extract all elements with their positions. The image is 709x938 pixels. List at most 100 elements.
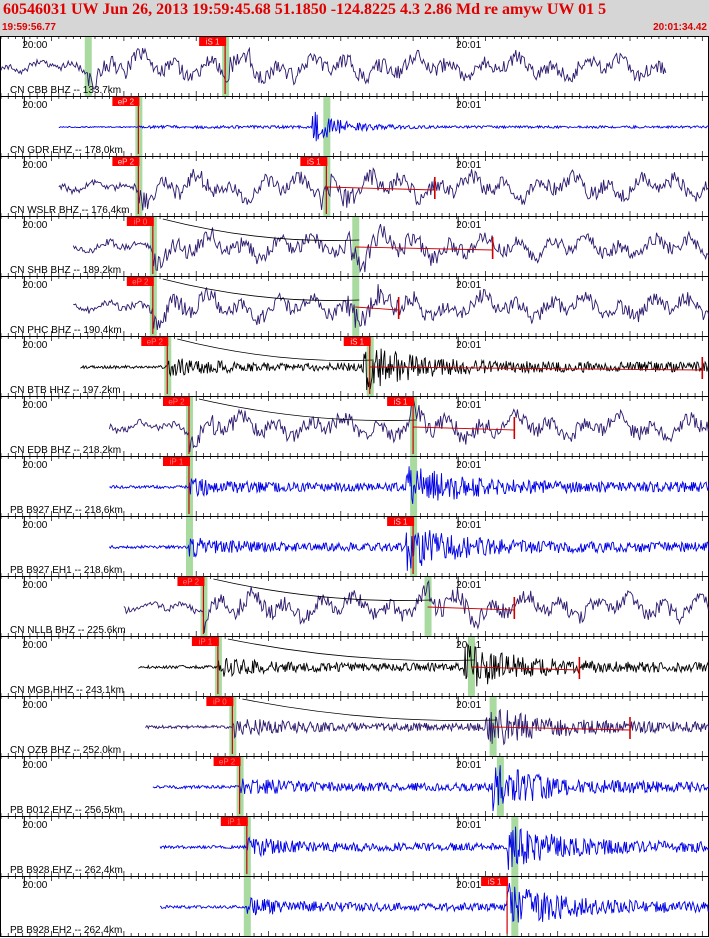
minute-label: 20:01 bbox=[456, 340, 481, 351]
synthetic-segment bbox=[427, 606, 515, 611]
theoretical-arrival-band bbox=[323, 97, 331, 156]
travel-time-curve bbox=[242, 698, 497, 721]
end-time: 20:01:34.42 bbox=[653, 22, 707, 33]
station-label: PB B928 EHZ -- 262.4km bbox=[10, 865, 123, 876]
synthetic-segment bbox=[326, 186, 435, 191]
minute-label: 20:01 bbox=[456, 880, 481, 891]
pick-label: iP 0 bbox=[213, 698, 227, 707]
minute-label: 20:00 bbox=[22, 520, 47, 531]
theoretical-arrival-band bbox=[243, 877, 251, 936]
travel-time-curve bbox=[198, 398, 418, 421]
pick-label-box bbox=[126, 217, 154, 226]
minute-label: 20:01 bbox=[456, 460, 481, 471]
minute-label: 20:00 bbox=[22, 820, 47, 831]
theoretical-arrival-band bbox=[352, 277, 360, 336]
pick-label: iS 1 bbox=[206, 38, 220, 47]
pick-label-box bbox=[387, 397, 415, 406]
pick-label-box bbox=[213, 757, 241, 766]
waveform bbox=[58, 167, 709, 211]
waveform bbox=[80, 348, 709, 391]
waveform bbox=[123, 580, 709, 633]
waveform bbox=[152, 765, 709, 812]
pick-label-box bbox=[141, 337, 169, 346]
station-label: PB B927 EHZ -- 218.6km bbox=[10, 505, 123, 516]
trace-panel: 20:00 20:01 eP 2 PB B012 EHZ -- 256.5km bbox=[0, 756, 709, 817]
pick-label: eP 2 bbox=[168, 398, 185, 407]
pick-label-box bbox=[387, 517, 415, 526]
pick-label-box bbox=[162, 457, 190, 466]
pick-label: eP 2 bbox=[183, 578, 200, 587]
minute-label: 20:01 bbox=[456, 700, 481, 711]
travel-time-curve bbox=[162, 278, 360, 301]
pick-label-box bbox=[343, 337, 371, 346]
pick-label-box bbox=[199, 37, 227, 46]
minute-label: 20:00 bbox=[22, 880, 47, 891]
minute-label: 20:00 bbox=[22, 100, 47, 111]
station-label: CN PHC BHZ -- 190.4km bbox=[10, 325, 122, 336]
minute-label: 20:01 bbox=[456, 400, 481, 411]
minute-label: 20:01 bbox=[456, 580, 481, 591]
pick-label: eP 2 bbox=[132, 278, 149, 287]
minute-label: 20:01 bbox=[456, 160, 481, 171]
start-time: 19:59:56.77 bbox=[2, 22, 56, 33]
travel-time-curve bbox=[162, 218, 360, 241]
minute-label: 20:00 bbox=[22, 760, 47, 771]
travel-time-curve bbox=[213, 578, 432, 601]
pick-label-box bbox=[126, 277, 154, 286]
pick-label-box bbox=[191, 637, 219, 646]
station-label: CN MGB HHZ -- 243.1km bbox=[10, 685, 124, 696]
station-label: PB B928 EH2 -- 262.4km bbox=[10, 925, 122, 936]
waveform bbox=[73, 284, 709, 330]
trace-panel: 20:00 20:01 eP 2 iS 1 CN EDB BHZ -- 218.2km bbox=[0, 396, 709, 457]
pick-label: iS 1 bbox=[394, 398, 408, 407]
minute-label: 20:00 bbox=[22, 280, 47, 291]
pick-label-box bbox=[162, 397, 190, 406]
waveform bbox=[58, 111, 709, 142]
theoretical-arrival-band bbox=[424, 577, 432, 636]
minute-label: 20:00 bbox=[22, 640, 47, 651]
pick-label: eP 2 bbox=[147, 338, 164, 347]
trace-panel: 20:00 20:01 iS 1 CN CBB BHZ -- 133.7km bbox=[0, 36, 709, 97]
pick-label-box bbox=[300, 157, 328, 166]
pick-label: iS 1 bbox=[307, 158, 321, 167]
trace-panel: 20:00 20:01 eP 2 iS 1 CN BTB HHZ -- 197.2km bbox=[0, 336, 709, 397]
waveform bbox=[138, 643, 709, 687]
travel-time-curve bbox=[177, 338, 374, 361]
pick-label: iP 1 bbox=[170, 458, 184, 467]
trace-panel: 20:00 20:01 iP 1 PB B928 EHZ -- 262.4km bbox=[0, 816, 709, 877]
trace-panel: 20:00 20:01 iP 0 CN OZB BHZ -- 252.0km bbox=[0, 696, 709, 757]
station-label: CN NLLB BHZ -- 225.6km bbox=[10, 625, 126, 636]
trace-panel: 20:00 20:01 iS 1 PB B928 EH2 -- 262.4km bbox=[0, 876, 709, 937]
waveform bbox=[0, 46, 667, 90]
travel-time-curve bbox=[227, 638, 475, 661]
synthetic-segment bbox=[413, 426, 515, 431]
minute-label: 20:01 bbox=[456, 100, 481, 111]
synthetic-segment bbox=[492, 726, 631, 731]
pick-label-box bbox=[112, 157, 140, 166]
synthetic-segment bbox=[470, 666, 580, 671]
minute-label: 20:00 bbox=[22, 460, 47, 471]
pick-label: eP 2 bbox=[219, 758, 236, 767]
trace-panel: 20:00 20:01 eP 2 CN NLLB BHZ -- 225.6km bbox=[0, 576, 709, 637]
trace-panel: 20:00 20:01 iS 1 PB B927 EH1 -- 218.6km bbox=[0, 516, 709, 577]
trace-panel: 20:00 20:01 eP 2 CN GDR EHZ -- 178.0km bbox=[0, 96, 709, 157]
pick-label-box bbox=[220, 817, 248, 826]
theoretical-arrival-band bbox=[185, 517, 193, 576]
station-label: CN CBB BHZ -- 133.7km bbox=[10, 85, 121, 96]
pick-label: eP 2 bbox=[118, 98, 135, 107]
station-label: PB B927 EH1 -- 218.6km bbox=[10, 565, 122, 576]
event-title: 60546031 UW Jun 26, 2013 19:59:45.68 51.… bbox=[3, 1, 607, 18]
pick-label-box bbox=[206, 697, 234, 706]
station-label: CN GDR EHZ -- 178.0km bbox=[10, 145, 123, 156]
minute-label: 20:00 bbox=[22, 220, 47, 231]
trace-panel: 20:00 20:01 eP 2 iS 1 CN WSLR BHZ -- 176.4km bbox=[0, 156, 709, 217]
station-label: CN WSLR BHZ -- 176.4km bbox=[10, 205, 129, 216]
minute-label: 20:01 bbox=[456, 520, 481, 531]
minute-label: 20:01 bbox=[456, 760, 481, 771]
minute-label: 20:00 bbox=[22, 400, 47, 411]
station-label: CN SHB BHZ -- 189.2km bbox=[10, 265, 121, 276]
station-label: CN BTB HHZ -- 197.2km bbox=[10, 385, 121, 396]
pick-label: iP 1 bbox=[199, 638, 213, 647]
